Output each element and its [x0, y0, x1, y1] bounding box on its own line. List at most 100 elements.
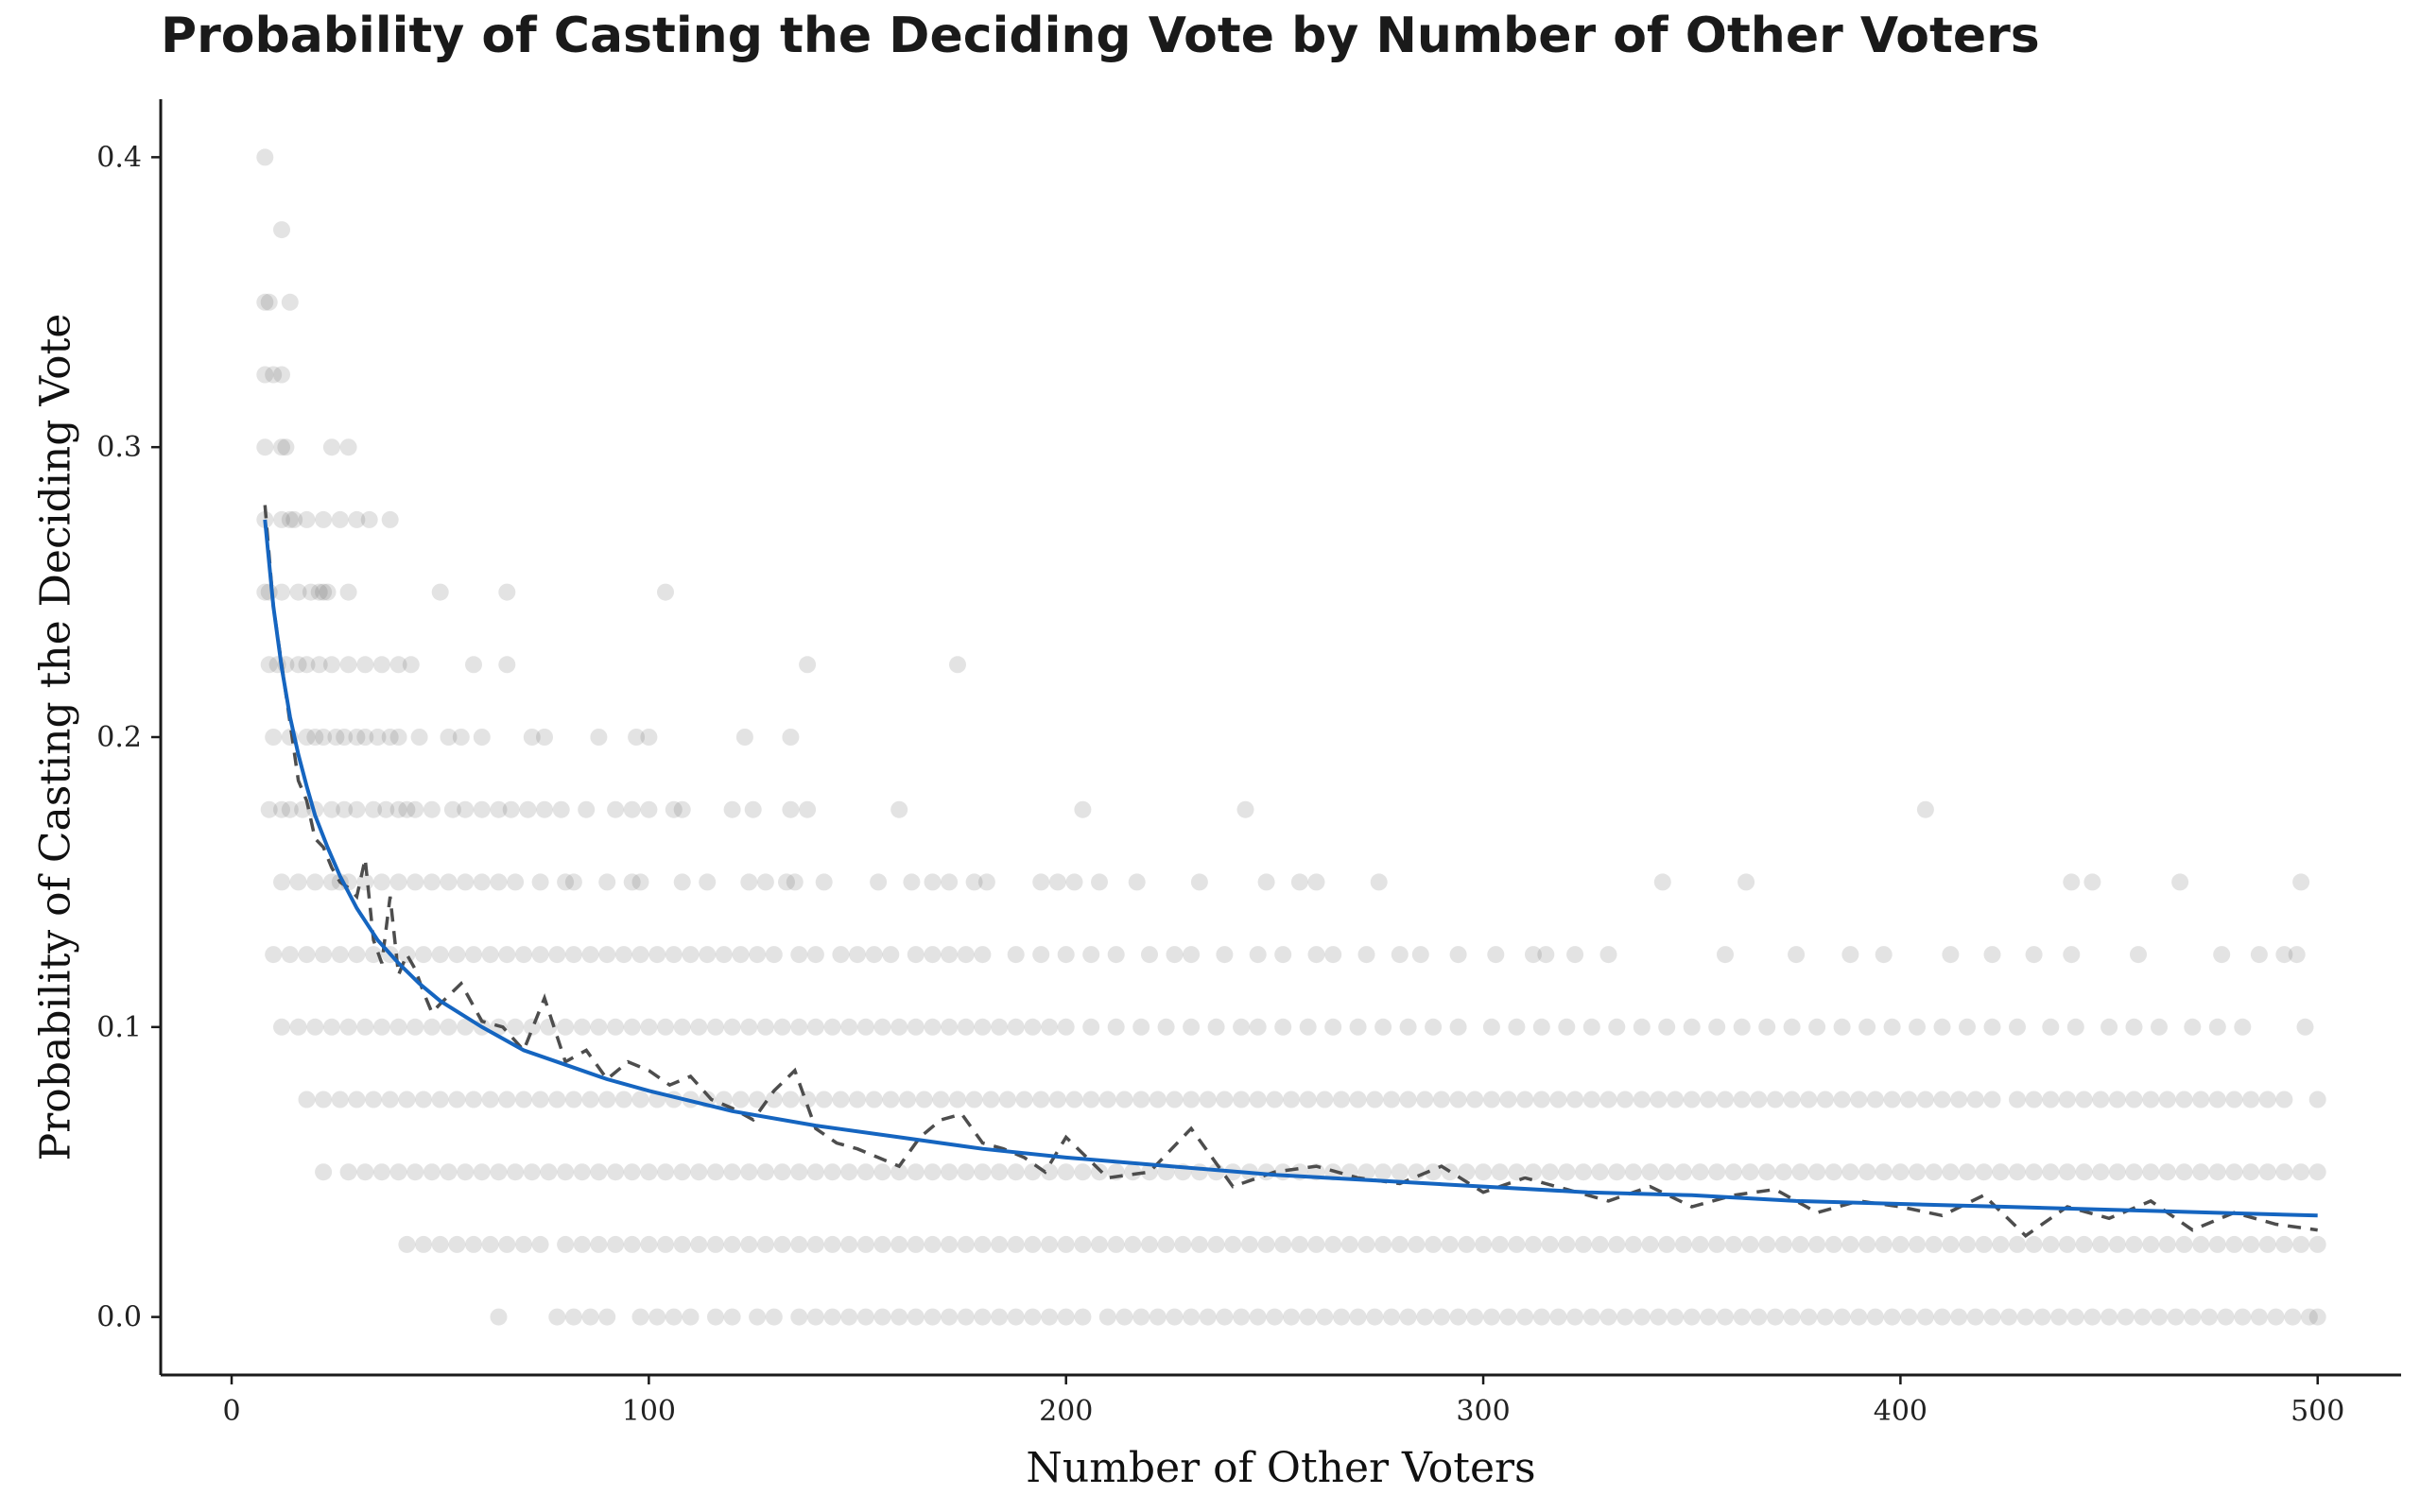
data-point: [369, 729, 387, 746]
data-point: [1408, 1235, 1426, 1253]
data-point: [2058, 1235, 2076, 1253]
data-point: [648, 946, 666, 964]
data-point: [452, 729, 470, 746]
data-point: [1508, 1018, 1526, 1036]
data-point: [1566, 946, 1584, 964]
data-point: [806, 1235, 824, 1253]
data-point: [865, 1091, 883, 1108]
data-point: [1808, 1235, 1826, 1253]
data-point: [657, 1018, 674, 1036]
data-point: [1508, 1163, 1526, 1181]
data-point: [723, 1235, 741, 1253]
data-point: [2092, 1091, 2110, 1108]
data-point: [782, 729, 800, 746]
data-point: [1525, 1235, 1542, 1253]
data-point: [865, 946, 883, 964]
data-point: [974, 1308, 992, 1326]
data-point: [873, 1163, 891, 1181]
data-point: [823, 1235, 841, 1253]
data-point: [2275, 1163, 2293, 1181]
data-point: [623, 1163, 641, 1181]
data-point: [840, 1308, 858, 1326]
data-point: [2033, 1308, 2051, 1326]
data-point: [536, 729, 553, 746]
data-point: [957, 1163, 975, 1181]
data-point: [573, 1018, 591, 1036]
data-point: [1791, 1163, 1809, 1181]
data-point: [1141, 946, 1158, 964]
data-point: [1733, 1091, 1751, 1108]
data-point: [331, 510, 349, 528]
data-point: [2275, 946, 2293, 964]
data-point: [1992, 1235, 2010, 1253]
data-point: [1199, 1308, 1217, 1326]
data-point: [519, 800, 537, 818]
data-point: [356, 1163, 374, 1181]
data-point: [440, 873, 458, 891]
data-point: [260, 800, 278, 818]
data-point: [2175, 1091, 2193, 1108]
data-point: [281, 293, 299, 311]
data-point: [389, 800, 407, 818]
data-point: [1216, 1091, 1234, 1108]
data-point: [498, 1235, 516, 1253]
data-point: [1074, 1308, 1092, 1326]
data-point: [1482, 1018, 1500, 1036]
data-point: [782, 1091, 800, 1108]
data-point: [389, 656, 407, 674]
data-point: [849, 946, 866, 964]
x-tick-label: 300: [1456, 1395, 1510, 1428]
data-point: [623, 800, 641, 818]
data-point: [402, 656, 420, 674]
data-point: [890, 1235, 908, 1253]
data-point: [1190, 873, 1208, 891]
data-point: [2292, 1235, 2310, 1253]
data-point: [1983, 1018, 2001, 1036]
data-point: [715, 946, 733, 964]
x-tick-label: 200: [1039, 1395, 1093, 1428]
data-point: [564, 873, 582, 891]
data-point: [2108, 1163, 2126, 1181]
data-point: [707, 1308, 724, 1326]
data-point: [457, 873, 475, 891]
data-point: [1007, 1018, 1025, 1036]
data-point: [1082, 1018, 1100, 1036]
data-point: [2158, 1091, 2176, 1108]
data-point: [2258, 1235, 2276, 1253]
data-point: [1708, 1235, 1726, 1253]
data-point: [523, 729, 541, 746]
data-point: [1767, 1308, 1784, 1326]
data-point: [2092, 1163, 2110, 1181]
data-point: [277, 438, 295, 456]
data-point: [890, 1163, 908, 1181]
data-point: [1959, 1018, 1976, 1036]
data-point: [406, 873, 424, 891]
data-point: [2288, 946, 2306, 964]
data-point: [974, 1018, 992, 1036]
data-point: [1959, 1163, 1976, 1181]
data-point: [1411, 946, 1429, 964]
data-point: [1233, 1091, 1251, 1108]
data-point: [2171, 873, 2189, 891]
data-point: [735, 729, 753, 746]
data-point: [336, 800, 354, 818]
data-point: [790, 1018, 808, 1036]
data-point: [348, 510, 366, 528]
data-point: [890, 1308, 908, 1326]
data-point: [448, 1235, 466, 1253]
data-point: [273, 583, 290, 601]
data-point: [423, 1018, 441, 1036]
data-point: [298, 510, 316, 528]
data-point: [1800, 1308, 1818, 1326]
data-point: [1425, 1235, 1443, 1253]
data-point: [765, 946, 783, 964]
data-point: [1249, 1091, 1267, 1108]
data-point: [2292, 873, 2310, 891]
data-point: [322, 800, 340, 818]
data-point: [1858, 1018, 1876, 1036]
data-point: [1357, 1163, 1375, 1181]
data-point: [298, 656, 316, 674]
data-point: [2050, 1308, 2068, 1326]
data-point: [723, 1163, 741, 1181]
data-point: [941, 946, 959, 964]
